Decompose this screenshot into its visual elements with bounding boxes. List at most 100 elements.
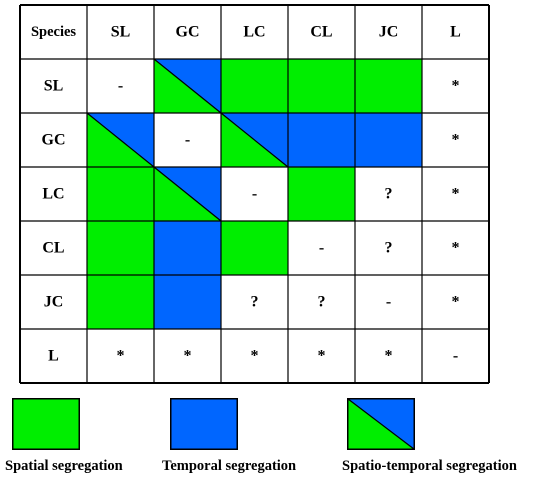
cell-sl-cl-fill xyxy=(288,59,355,113)
matrix-row-gc: GC - * xyxy=(20,112,489,168)
cell-cl-gc xyxy=(154,221,221,275)
row-header-cell xyxy=(20,329,87,383)
cell-cl-jc-symbol: ? xyxy=(385,240,393,257)
cell-jc-jc-symbol: - xyxy=(386,294,391,311)
cell-gc-sl xyxy=(86,112,155,168)
cell-lc-gc xyxy=(153,166,222,222)
cell-gc-jc xyxy=(355,113,422,167)
row-header-sl: SL xyxy=(44,78,64,95)
matrix-row-lc: LC -? * xyxy=(20,166,489,222)
cell-cl-gc-fill xyxy=(154,221,221,275)
cell-cl-lc xyxy=(221,221,288,275)
cell-jc-lc-fill xyxy=(221,275,288,329)
cell-l-sl-fill xyxy=(87,329,154,383)
row-header-cell xyxy=(20,221,87,275)
cell-l-lc: * xyxy=(221,329,288,383)
cell-l-lc-fill xyxy=(221,329,288,383)
cell-sl-cl xyxy=(288,59,355,113)
column-header-cell xyxy=(355,5,422,59)
cell-jc-lc-symbol: ? xyxy=(251,294,259,311)
cell-sl-l-fill xyxy=(422,59,489,113)
cell-sl-gc-diagonal xyxy=(153,58,222,114)
legend-swatch-diagonal xyxy=(347,398,415,450)
grid-lines xyxy=(19,4,490,384)
cell-cl-l: * xyxy=(422,221,489,275)
cell-sl-sl-fill xyxy=(87,59,154,113)
corner-label: Species xyxy=(31,24,76,40)
legend-swatch-fill xyxy=(170,398,238,450)
cell-cl-sl xyxy=(87,221,154,275)
cell-lc-cl xyxy=(288,167,355,221)
cell-jc-jc-fill xyxy=(355,275,422,329)
column-header-cell xyxy=(422,5,489,59)
cell-lc-lc: - xyxy=(221,167,288,221)
cell-jc-l-fill xyxy=(422,275,489,329)
cell-l-sl-symbol: * xyxy=(117,348,125,365)
cell-cl-sl-fill xyxy=(87,221,154,275)
cell-l-cl: * xyxy=(288,329,355,383)
legend-swatch-temporal xyxy=(170,398,238,450)
cell-lc-jc-fill xyxy=(355,167,422,221)
cell-l-l-fill xyxy=(422,329,489,383)
legend-swatch-border xyxy=(347,398,415,450)
cell-gc-l-symbol: * xyxy=(452,132,460,149)
cell-jc-l-symbol: * xyxy=(452,294,460,311)
cell-cl-cl-symbol: - xyxy=(319,240,324,257)
cell-lc-l-symbol: * xyxy=(452,186,460,203)
cell-lc-cl-fill xyxy=(288,167,355,221)
cell-gc-lc-diagonal xyxy=(220,112,289,168)
cell-sl-l-symbol: * xyxy=(452,78,460,95)
cell-cl-jc-fill xyxy=(355,221,422,275)
cell-gc-cl-fill xyxy=(288,113,355,167)
cell-l-sl: * xyxy=(87,329,154,383)
matrix-row-jc: JC?? - * xyxy=(20,275,489,329)
row-header-cell xyxy=(20,167,87,221)
cell-jc-gc xyxy=(154,275,221,329)
column-header-gc: GC xyxy=(176,24,200,41)
header-row: Species SL GC LC CL JC L xyxy=(20,5,489,59)
cell-gc-sl-diagonal xyxy=(86,112,155,168)
cell-l-l: - xyxy=(422,329,489,383)
row-header-cell xyxy=(20,59,87,113)
column-header-cell xyxy=(288,5,355,59)
cell-l-jc-symbol: * xyxy=(385,348,393,365)
row-header-jc: JC xyxy=(44,294,64,311)
cell-jc-gc-fill xyxy=(154,275,221,329)
row-header-cl: CL xyxy=(42,240,64,257)
legend-swatch-fill xyxy=(12,398,80,450)
cell-l-gc-fill xyxy=(154,329,221,383)
cell-l-gc: * xyxy=(154,329,221,383)
cell-sl-lc xyxy=(221,59,288,113)
legend-label-spatial: Spatial segregation xyxy=(5,458,123,474)
row-header-gc: GC xyxy=(42,132,66,149)
legend-label-spatio-temporal: Spatio-temporal segregation xyxy=(342,458,517,474)
cell-cl-l-fill xyxy=(422,221,489,275)
cell-gc-cl xyxy=(288,113,355,167)
cell-sl-sl-symbol: - xyxy=(118,78,123,95)
column-header-cell xyxy=(154,5,221,59)
cell-jc-jc: - xyxy=(355,275,422,329)
cell-jc-cl-symbol: ? xyxy=(318,294,326,311)
column-header-l: L xyxy=(450,24,461,41)
cell-gc-l: * xyxy=(422,113,489,167)
cell-gc-gc-symbol: - xyxy=(185,132,190,149)
cell-gc-gc-fill xyxy=(154,113,221,167)
cell-jc-sl-fill xyxy=(87,275,154,329)
cell-cl-cl: - xyxy=(288,221,355,275)
column-header-cell xyxy=(221,5,288,59)
cell-jc-l: * xyxy=(422,275,489,329)
cell-l-jc: * xyxy=(355,329,422,383)
cell-lc-gc-diagonal xyxy=(153,166,222,222)
column-header-jc: JC xyxy=(379,24,399,41)
cell-cl-cl-fill xyxy=(288,221,355,275)
cell-l-lc-symbol: * xyxy=(251,348,259,365)
cell-lc-sl-fill xyxy=(87,167,154,221)
corner-cell xyxy=(20,5,87,59)
cell-gc-gc: - xyxy=(154,113,221,167)
cell-lc-sl xyxy=(87,167,154,221)
cell-l-cl-fill xyxy=(288,329,355,383)
cell-gc-jc-fill xyxy=(355,113,422,167)
legend-swatch-border xyxy=(170,398,238,450)
matrix-row-l: L * * * * * - xyxy=(20,329,489,383)
